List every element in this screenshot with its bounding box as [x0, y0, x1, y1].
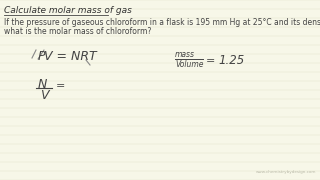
Text: =: =	[56, 81, 65, 91]
Text: Calculate molar mass of gas: Calculate molar mass of gas	[4, 6, 132, 15]
Text: Volume: Volume	[175, 60, 204, 69]
Text: 1.25: 1.25	[218, 54, 244, 67]
Text: P: P	[38, 50, 45, 63]
Text: =: =	[206, 56, 215, 66]
Text: V: V	[40, 89, 49, 102]
Text: N: N	[38, 78, 47, 91]
Text: If the pressure of gaseous chloroform in a flask is 195 mm Hg at 25°C and its de: If the pressure of gaseous chloroform in…	[4, 18, 320, 27]
Text: www.chemistrybydesign.com: www.chemistrybydesign.com	[255, 170, 316, 174]
Text: V = NRT: V = NRT	[44, 50, 97, 63]
Text: what is the molar mass of chloroform?: what is the molar mass of chloroform?	[4, 27, 151, 36]
Text: mass: mass	[175, 50, 195, 59]
